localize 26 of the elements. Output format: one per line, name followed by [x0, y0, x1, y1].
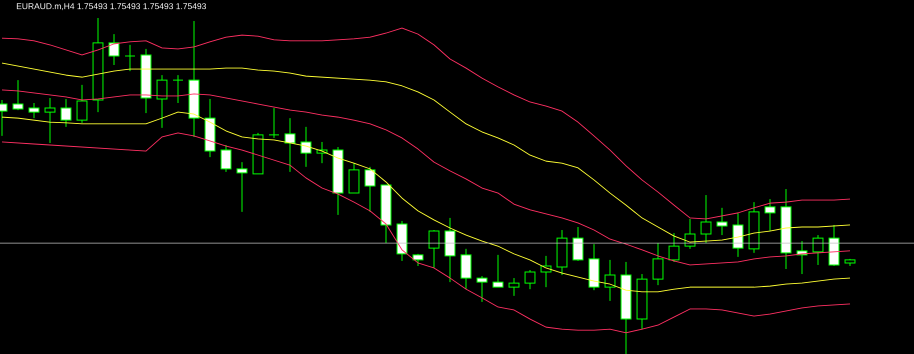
candlestick — [604, 259, 616, 302]
candlestick — [76, 84, 88, 124]
chart-title: EURAUD.m,H4 1.75493 1.75493 1.75493 1.75493 — [16, 3, 206, 10]
candlestick — [284, 118, 296, 172]
candlestick — [156, 74, 168, 128]
candlestick — [140, 48, 152, 114]
candlestick — [636, 274, 648, 330]
candlestick — [28, 102, 40, 119]
candlestick — [732, 212, 744, 258]
candlestick — [204, 98, 216, 158]
candlestick — [700, 194, 712, 244]
candlestick — [172, 74, 184, 104]
candlestick — [652, 242, 664, 286]
candlestick — [236, 162, 248, 212]
candlestick — [444, 217, 456, 283]
candlestick — [108, 34, 120, 66]
candlestick — [300, 126, 312, 168]
candlestick — [460, 248, 472, 290]
candlestick — [620, 261, 632, 354]
candlestick — [188, 20, 200, 138]
candlestick — [124, 44, 136, 72]
candlestick — [44, 97, 56, 144]
candlestick — [508, 278, 520, 296]
candlestick — [92, 17, 104, 113]
candlestick — [780, 188, 792, 270]
candlestick — [716, 207, 728, 236]
